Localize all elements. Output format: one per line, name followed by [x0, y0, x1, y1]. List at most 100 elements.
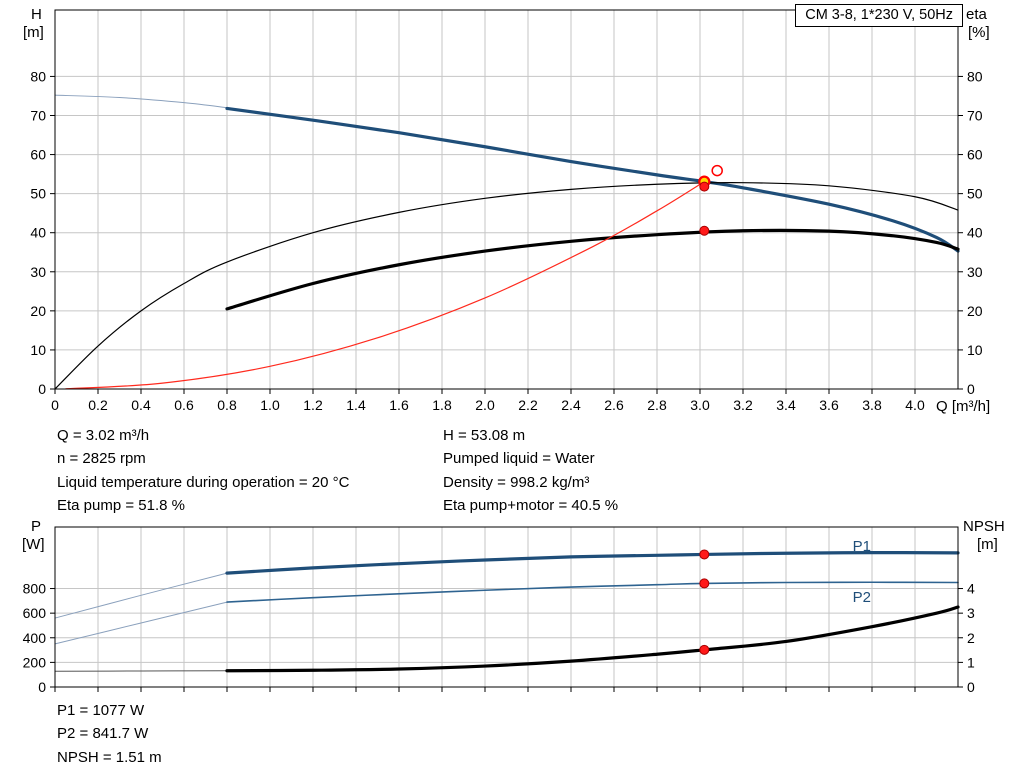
svg-text:0.4: 0.4 [131, 397, 151, 413]
info-line-temp: Liquid temperature during operation = 20… [57, 473, 350, 491]
gridlines [54, 527, 958, 688]
svg-text:0: 0 [967, 381, 975, 397]
svg-text:80: 80 [30, 68, 46, 84]
eta-axis-unit: [%] [968, 24, 990, 41]
svg-text:50: 50 [967, 186, 983, 202]
series-label: P2 [853, 589, 871, 606]
power-info: P1 = 1077 W P2 = 841.7 W NPSH = 1.51 m [57, 699, 162, 769]
axis-ticks [50, 588, 963, 692]
info-line-q: Q = 3.02 m³/h [57, 427, 150, 444]
info-line-eta: Eta pump = 51.8 % [57, 497, 185, 515]
svg-text:70: 70 [967, 107, 983, 123]
npsh-axis-label: NPSH [963, 518, 1005, 535]
p-axis-label: P [31, 518, 42, 535]
svg-text:0: 0 [38, 381, 46, 397]
svg-text:0.2: 0.2 [88, 397, 108, 413]
svg-text:4: 4 [967, 581, 975, 597]
svg-text:3.2: 3.2 [733, 397, 753, 413]
svg-text:1.4: 1.4 [346, 397, 366, 413]
svg-text:80: 80 [967, 68, 983, 84]
duty-info-right: H = 53.08 m Pumped liquid = Water Densit… [443, 424, 618, 518]
p2-curve-lead [54, 601, 228, 645]
svg-text:400: 400 [23, 630, 47, 646]
npsh-curve [225, 605, 960, 673]
svg-text:3: 3 [967, 605, 975, 621]
svg-text:2.2: 2.2 [518, 397, 538, 413]
qh-eta-chart: 0 0.2 0.4 0.6 0.8 1.0 1.2 1.4 1.6 1.8 2.0 2.2 2.4 2.6… [30, 9, 983, 413]
gridlines [54, 10, 958, 390]
svg-text:40: 40 [967, 225, 983, 241]
p1-marker [699, 549, 710, 560]
svg-text:3.0: 3.0 [690, 397, 710, 413]
pump-model-box: CM 3-8, 1*230 V, 50Hz [795, 4, 963, 27]
npsh-marker [699, 644, 710, 655]
svg-text:3.4: 3.4 [776, 397, 796, 413]
svg-text:1.2: 1.2 [303, 397, 323, 413]
svg-text:70: 70 [30, 107, 46, 123]
series-label: P1 [853, 538, 871, 555]
svg-text:1.0: 1.0 [260, 397, 280, 413]
axis-ticks [50, 75, 963, 394]
svg-text:50: 50 [30, 186, 46, 202]
qh-curve [225, 106, 960, 253]
info-line-p2: P2 = 841.7 W [57, 725, 149, 743]
svg-text:2: 2 [967, 630, 975, 646]
svg-text:0: 0 [51, 397, 59, 413]
info-line-npsh: NPSH = 1.51 m [57, 748, 162, 766]
svg-text:3.8: 3.8 [862, 397, 882, 413]
p1-curve [225, 550, 960, 575]
qh-curve-lead [54, 94, 228, 109]
axis-tick-labels: 0 200 400 600 800 0 1 2 3 4 [23, 581, 975, 695]
svg-text:30: 30 [30, 264, 46, 280]
info-line-h: H = 53.08 m [443, 427, 526, 444]
info-line-eta-total: Eta pump+motor = 40.5 % [443, 497, 619, 515]
svg-text:60: 60 [30, 147, 46, 163]
eta-pump-marker [699, 181, 710, 192]
h-axis-unit: [m] [23, 24, 44, 41]
svg-text:60: 60 [967, 147, 983, 163]
h-axis-label: H [31, 6, 42, 23]
svg-text:0.6: 0.6 [174, 397, 194, 413]
svg-text:200: 200 [23, 654, 47, 670]
system-curve [65, 181, 705, 390]
svg-text:3.6: 3.6 [819, 397, 839, 413]
svg-text:0: 0 [967, 679, 975, 695]
svg-text:0.8: 0.8 [217, 397, 237, 413]
info-line-density: Density = 998.2 kg/m³ [443, 473, 590, 491]
info-line-n: n = 2825 rpm [57, 450, 146, 468]
info-line-liquid: Pumped liquid = Water [443, 450, 595, 468]
npsh-axis-unit: [m] [977, 536, 998, 553]
axis-tick-labels: 0 0.2 0.4 0.6 0.8 1.0 1.2 1.4 1.6 1.8 2.0 2.2 2.4 2.6… [30, 68, 982, 413]
p2-marker [699, 578, 710, 589]
svg-text:30: 30 [967, 264, 983, 280]
svg-text:600: 600 [23, 605, 47, 621]
requested-duty-marker [711, 164, 723, 177]
info-line-p1: P1 = 1077 W [57, 702, 145, 719]
svg-text:2.0: 2.0 [475, 397, 495, 413]
eta-pump-motor-curve [225, 228, 960, 311]
eta-axis-label: eta [966, 6, 987, 23]
svg-text:1.8: 1.8 [432, 397, 452, 413]
svg-text:0: 0 [38, 679, 46, 695]
svg-text:4.0: 4.0 [905, 397, 925, 413]
svg-text:20: 20 [30, 303, 46, 319]
plot-border [54, 526, 959, 688]
q-axis-label: Q [m³/h] [936, 398, 991, 415]
svg-text:1: 1 [967, 654, 975, 670]
svg-text:10: 10 [967, 342, 983, 358]
svg-text:2.6: 2.6 [604, 397, 624, 413]
svg-text:1.6: 1.6 [389, 397, 409, 413]
eta-pump-curve [54, 182, 959, 390]
svg-text:800: 800 [23, 581, 47, 597]
svg-text:2.8: 2.8 [647, 397, 667, 413]
plot-border [54, 9, 959, 390]
svg-text:2.4: 2.4 [561, 397, 581, 413]
p2-curve [226, 581, 959, 603]
duty-info-left: Q = 3.02 m³/h n = 2825 rpm Liquid temper… [57, 424, 349, 518]
p1-curve-lead [54, 572, 228, 619]
svg-text:10: 10 [30, 342, 46, 358]
eta-pump-motor-marker [699, 225, 710, 236]
svg-text:20: 20 [967, 303, 983, 319]
